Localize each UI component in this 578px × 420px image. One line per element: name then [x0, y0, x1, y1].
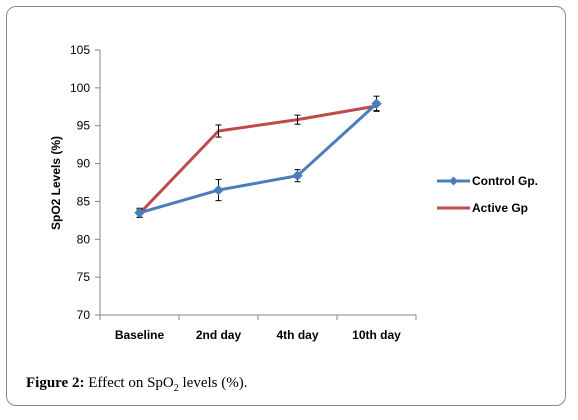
line-chart: SpO2 Levels (%) 70 75 80 85 90 95 100 105 Baseli…: [49, 43, 538, 342]
x-tick-label: Baseline: [115, 328, 165, 342]
series-active-gp: [136, 100, 380, 218]
data-point: [292, 170, 303, 181]
figure-frame: [6, 6, 566, 406]
y-tick-label: 100: [70, 81, 90, 95]
legend-label: Control Gp.: [472, 174, 538, 188]
y-tick-label: 105: [70, 43, 90, 57]
x-tick-label: 10th day: [352, 328, 401, 342]
series-control-gp: [134, 95, 382, 218]
legend-label: Active Gp: [472, 201, 528, 215]
legend-marker: [449, 176, 458, 186]
x-tick-label: 2nd day: [196, 328, 242, 342]
y-tick-label: 70: [77, 308, 91, 322]
chart-area: SpO2 Levels (%) 70 75 80 85 90 95 100 105 Baseli…: [49, 43, 538, 342]
caption-text: Effect on SpO2 levels (%).: [88, 375, 248, 394]
y-tick-label: 75: [77, 270, 91, 284]
x-tick-label: 4th day: [276, 328, 318, 342]
data-point: [134, 207, 145, 218]
series-line: [139, 102, 378, 215]
data-point: [213, 184, 224, 196]
caption-label: Figure 2:: [26, 375, 85, 391]
y-tick-label: 80: [77, 232, 91, 246]
data-point: [371, 98, 382, 109]
legend-item: Active Gp: [437, 201, 528, 215]
y-tick-label: 85: [77, 194, 91, 208]
figure-caption: Figure 2: Effect on SpO2 levels (%).: [26, 375, 248, 394]
series-line: [138, 104, 377, 215]
y-tick-label: 90: [77, 157, 91, 171]
y-tick-label: 95: [77, 119, 91, 133]
y-axis-label: SpO2 Levels (%): [49, 136, 63, 230]
legend-item: Control Gp.: [437, 174, 538, 188]
